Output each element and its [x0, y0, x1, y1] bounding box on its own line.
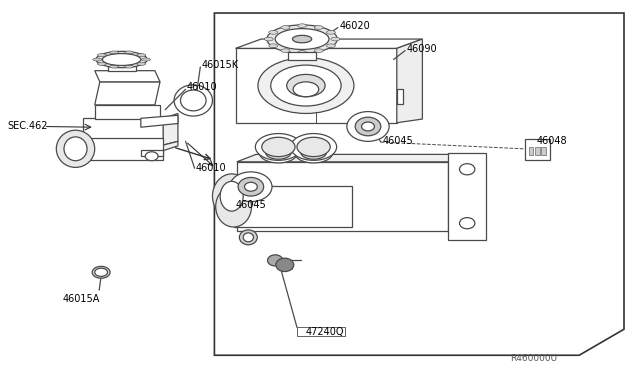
Text: 46020: 46020 [339, 21, 370, 31]
Polygon shape [236, 48, 397, 123]
Polygon shape [234, 186, 352, 227]
Ellipse shape [269, 31, 278, 34]
Polygon shape [448, 153, 486, 240]
Ellipse shape [141, 58, 150, 61]
Ellipse shape [145, 152, 158, 161]
Ellipse shape [291, 134, 337, 160]
Ellipse shape [137, 54, 146, 57]
Ellipse shape [281, 26, 290, 29]
Polygon shape [163, 113, 178, 145]
Ellipse shape [355, 117, 381, 136]
Ellipse shape [297, 137, 330, 157]
Text: 46010: 46010 [196, 163, 227, 173]
Text: 46015A: 46015A [63, 294, 100, 304]
Ellipse shape [314, 26, 323, 29]
Text: 46015K: 46015K [202, 60, 239, 70]
Bar [529, 147, 533, 155]
Ellipse shape [326, 44, 335, 48]
Ellipse shape [362, 122, 374, 131]
Ellipse shape [269, 44, 278, 48]
Polygon shape [163, 141, 178, 151]
Ellipse shape [96, 51, 147, 68]
Text: R460000U: R460000U [509, 355, 557, 363]
Ellipse shape [276, 258, 294, 272]
Polygon shape [525, 139, 550, 160]
Text: 46045: 46045 [382, 136, 413, 145]
Ellipse shape [216, 186, 252, 227]
Ellipse shape [95, 268, 108, 276]
Ellipse shape [271, 65, 341, 106]
Ellipse shape [326, 31, 335, 34]
Ellipse shape [174, 85, 212, 116]
Ellipse shape [239, 230, 257, 245]
Ellipse shape [314, 49, 323, 52]
Text: 46048: 46048 [536, 137, 567, 146]
Ellipse shape [244, 182, 257, 191]
Ellipse shape [266, 146, 291, 159]
Bar [288, 52, 316, 60]
Ellipse shape [102, 54, 141, 65]
Ellipse shape [109, 51, 118, 54]
Ellipse shape [298, 51, 307, 54]
Ellipse shape [56, 130, 95, 167]
Ellipse shape [64, 137, 87, 161]
Ellipse shape [93, 58, 102, 61]
Ellipse shape [238, 177, 264, 196]
Ellipse shape [267, 25, 337, 53]
Ellipse shape [125, 65, 134, 68]
Ellipse shape [255, 134, 301, 160]
Ellipse shape [92, 266, 110, 278]
Ellipse shape [97, 54, 106, 57]
Ellipse shape [109, 65, 118, 68]
Ellipse shape [331, 37, 340, 41]
Bar [535, 147, 540, 155]
Polygon shape [83, 118, 163, 151]
Polygon shape [214, 13, 624, 355]
Text: 46045: 46045 [236, 200, 266, 209]
Ellipse shape [212, 174, 251, 219]
Polygon shape [236, 39, 422, 48]
Polygon shape [397, 89, 403, 104]
Text: SEC.462: SEC.462 [8, 122, 48, 131]
Ellipse shape [259, 142, 298, 163]
Text: 46010: 46010 [187, 83, 218, 92]
Ellipse shape [262, 137, 295, 157]
Text: 47240Q: 47240Q [305, 327, 344, 337]
Ellipse shape [347, 112, 389, 141]
Polygon shape [397, 39, 422, 123]
Ellipse shape [125, 51, 134, 54]
Ellipse shape [258, 58, 354, 113]
Ellipse shape [180, 90, 206, 111]
Ellipse shape [230, 172, 272, 202]
Ellipse shape [281, 49, 290, 52]
Polygon shape [95, 105, 160, 119]
Polygon shape [141, 115, 178, 127]
Polygon shape [237, 154, 467, 162]
Ellipse shape [298, 24, 307, 28]
Ellipse shape [97, 62, 106, 65]
Ellipse shape [243, 233, 253, 242]
Ellipse shape [292, 35, 312, 43]
Polygon shape [141, 150, 163, 156]
Ellipse shape [275, 29, 329, 49]
Ellipse shape [220, 182, 243, 211]
Bar [108, 66, 136, 71]
Polygon shape [95, 71, 160, 82]
Text: 46090: 46090 [406, 44, 437, 54]
Bar [541, 147, 546, 155]
Ellipse shape [293, 82, 319, 97]
Ellipse shape [287, 74, 325, 97]
Ellipse shape [460, 218, 475, 229]
Ellipse shape [264, 37, 273, 41]
Polygon shape [237, 162, 448, 231]
Ellipse shape [294, 142, 333, 163]
Bar [74, 138, 163, 160]
Polygon shape [95, 82, 160, 105]
Ellipse shape [301, 146, 326, 159]
Ellipse shape [137, 62, 146, 65]
Bar [297, 327, 345, 336]
Ellipse shape [460, 164, 475, 175]
Ellipse shape [268, 255, 283, 266]
